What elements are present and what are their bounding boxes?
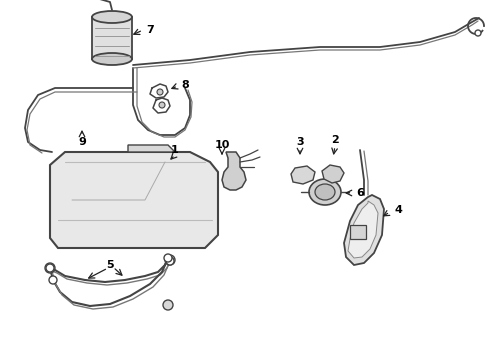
- Text: 3: 3: [296, 137, 304, 147]
- Text: 9: 9: [78, 137, 86, 147]
- Text: 4: 4: [394, 205, 402, 215]
- Ellipse shape: [92, 53, 132, 65]
- Polygon shape: [291, 166, 315, 184]
- FancyBboxPatch shape: [92, 17, 132, 59]
- Text: 1: 1: [171, 145, 179, 155]
- Circle shape: [49, 276, 57, 284]
- Text: 5: 5: [106, 260, 114, 270]
- Polygon shape: [128, 145, 175, 152]
- Circle shape: [157, 89, 163, 95]
- FancyBboxPatch shape: [350, 225, 366, 239]
- Ellipse shape: [92, 11, 132, 23]
- Circle shape: [45, 263, 55, 273]
- Text: 2: 2: [331, 135, 339, 145]
- Polygon shape: [348, 201, 378, 258]
- Text: 10: 10: [214, 140, 230, 150]
- Circle shape: [159, 102, 165, 108]
- Ellipse shape: [315, 184, 335, 200]
- Circle shape: [46, 264, 54, 272]
- Text: 7: 7: [146, 25, 154, 35]
- Polygon shape: [222, 152, 246, 190]
- Circle shape: [165, 255, 175, 265]
- Circle shape: [163, 300, 173, 310]
- Circle shape: [475, 30, 481, 36]
- Polygon shape: [50, 152, 218, 248]
- Text: 8: 8: [181, 80, 189, 90]
- Circle shape: [164, 254, 172, 262]
- Text: 6: 6: [356, 188, 364, 198]
- Ellipse shape: [309, 179, 341, 205]
- Circle shape: [166, 257, 174, 265]
- Polygon shape: [322, 165, 344, 183]
- Polygon shape: [344, 195, 384, 265]
